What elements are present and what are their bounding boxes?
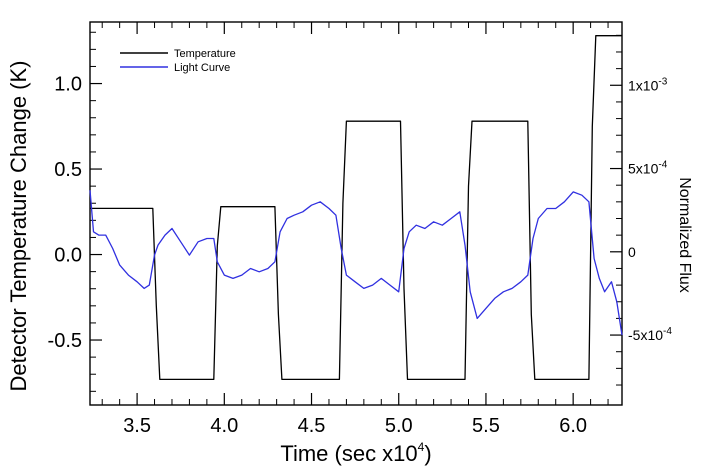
y-right-tick-label-exp: -3 [658, 76, 667, 87]
y-axis-right-title: Normalized Flux [676, 177, 693, 293]
y-axis-title: Detector Temperature Change (K) [6, 61, 31, 392]
x-tick-label: 3.5 [123, 415, 151, 437]
y-right-tick-label-exp: -4 [663, 326, 672, 337]
x-tick-label: 4.5 [298, 415, 326, 437]
x-tick-label: 5.0 [385, 415, 413, 437]
x-axis-title-tail: ) [424, 441, 431, 466]
legend-label-temperature: Temperature [174, 48, 236, 60]
x-axis-title: Time (sec x104) [280, 440, 431, 466]
x-tick-label: 5.5 [472, 415, 500, 437]
y-right-tick-label-base: -5x10 [628, 327, 663, 343]
y-tick-label: 0.5 [54, 159, 82, 181]
y-right-tick-label-exp: -4 [658, 160, 667, 171]
y-right-tick-label-base: 5x10 [628, 161, 659, 177]
x-axis-title-base: Time (sec x10 [280, 441, 417, 466]
y-right-tick-label: 5x10-4 [628, 160, 668, 177]
legend-label-light-curve: Light Curve [174, 62, 230, 74]
y-tick-label: 1.0 [54, 74, 82, 96]
series-layer [89, 35, 623, 381]
y-tick-label: -0.5 [48, 330, 82, 352]
y-tick-label: 0.0 [54, 245, 82, 267]
x-axis-title-exp: 4 [418, 440, 425, 454]
legend: Temperature Light Curve [120, 48, 236, 74]
y-right-tick-label-base: 1x10 [628, 77, 659, 93]
tick-labels: 3.5 4.0 4.5 5.0 5.5 6.0-0.50.00.51.0-5x10-405… [48, 74, 673, 437]
y-right-tick-label-base: 0 [628, 244, 636, 260]
x-tick-label: 6.0 [559, 415, 587, 437]
series-line-temperature [90, 35, 622, 381]
y-right-tick-label: -5x10-4 [628, 326, 672, 343]
series-line-light-curve [89, 190, 623, 336]
y-right-tick-label: 0 [628, 244, 636, 260]
x-tick-label: 4.0 [210, 415, 238, 437]
plot-frame [89, 21, 623, 406]
y-right-tick-label: 1x10-3 [628, 76, 668, 93]
plot-area [89, 21, 623, 406]
